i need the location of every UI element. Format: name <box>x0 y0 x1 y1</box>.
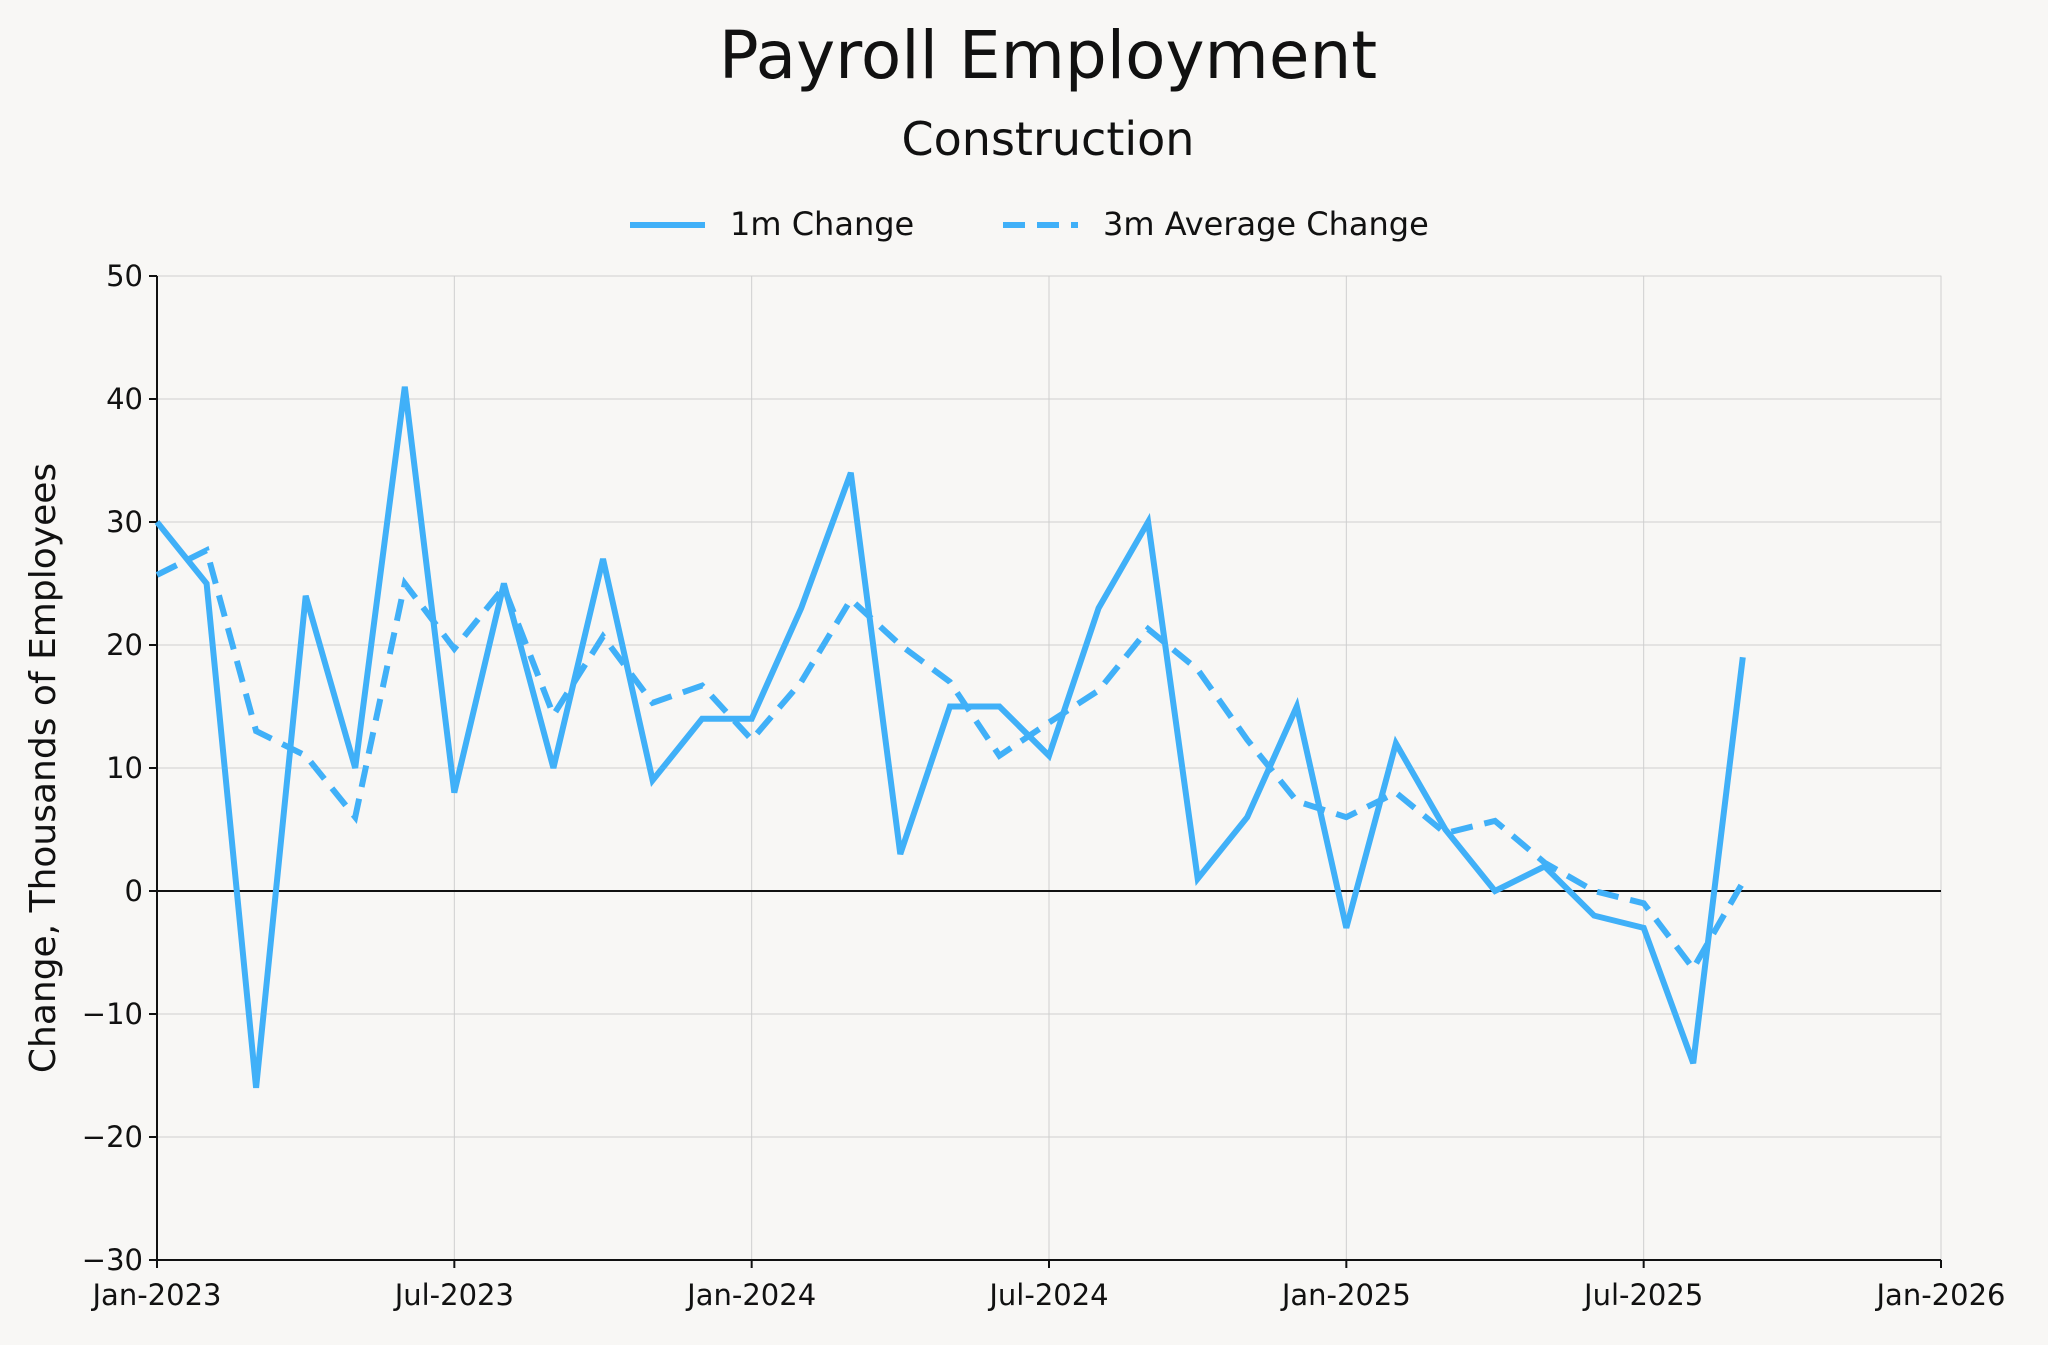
chart-title: Payroll Employment <box>719 17 1377 94</box>
grid <box>156 275 1942 1261</box>
y-tick-label: −30 <box>82 1243 143 1277</box>
series-line-3m-average <box>155 545 1746 974</box>
legend-label-3m: 3m Average Change <box>1103 205 1429 243</box>
y-tick-label: −10 <box>82 997 143 1031</box>
y-tick-label: 0 <box>125 874 143 908</box>
chart-subtitle: Construction <box>902 112 1195 166</box>
y-tick-label: 40 <box>106 382 143 416</box>
x-tick-label: Jan-2023 <box>91 1278 222 1312</box>
series-line-1m-change <box>154 386 1746 1089</box>
x-tick-label: Jan-2026 <box>1875 1278 2006 1312</box>
y-tick-label: −20 <box>82 1120 143 1154</box>
legend: 1m Change 3m Average Change <box>630 205 1429 243</box>
x-tick-label: Jan-2025 <box>1280 1278 1411 1312</box>
x-tick-label: Jan-2024 <box>685 1278 816 1312</box>
tick-labels: −30 −20 −10 0 10 20 30 40 50 Jan-2023 Jul-2023 Jan-… <box>82 259 2006 1312</box>
x-tick-label: Jul-2023 <box>393 1278 514 1312</box>
y-tick-label: 20 <box>106 628 143 662</box>
y-tick-label: 10 <box>106 751 143 785</box>
y-tick-label: 30 <box>106 505 143 539</box>
y-tick-label: 50 <box>106 259 143 293</box>
axes <box>149 275 1942 1268</box>
y-axis-label: Change, Thousands of Employees <box>23 463 64 1073</box>
legend-label-1m: 1m Change <box>730 205 914 243</box>
series <box>154 386 1746 1089</box>
x-tick-label: Jul-2025 <box>1582 1278 1703 1312</box>
x-tick-label: Jul-2024 <box>987 1278 1108 1312</box>
